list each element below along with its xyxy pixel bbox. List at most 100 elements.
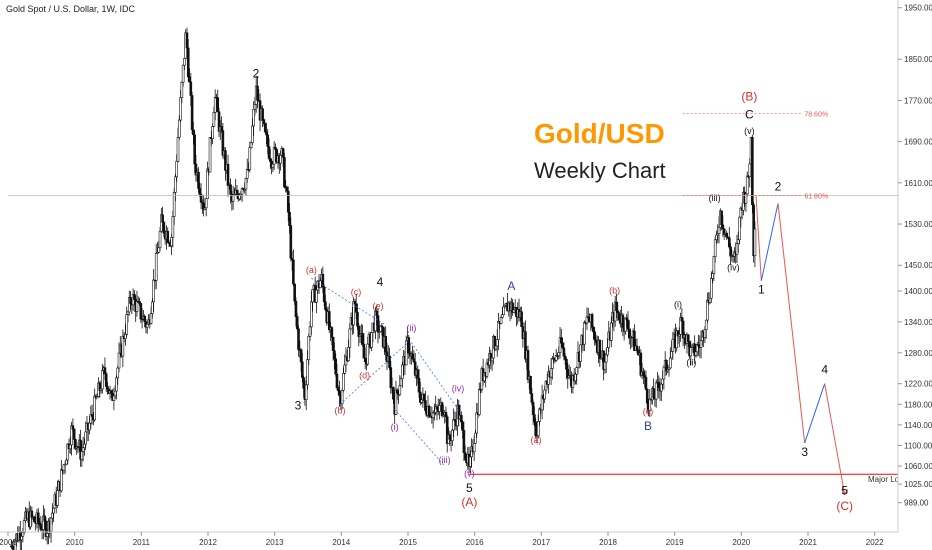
x-tick-label: 2022 (866, 538, 884, 547)
candle-body (751, 137, 754, 206)
candle-body (188, 76, 191, 83)
candle-body (206, 168, 209, 199)
candle-body (220, 126, 223, 131)
wave-label: 2 (253, 66, 260, 80)
candle-body (133, 294, 136, 300)
candle-body (424, 400, 427, 411)
candle-body (461, 421, 464, 431)
candle-body (356, 312, 359, 327)
candle-body (112, 395, 116, 401)
candle-body (604, 354, 608, 363)
candle-body (362, 343, 366, 359)
candle-body (745, 175, 749, 195)
candle-body (422, 393, 426, 401)
fib-level-label: 61.80% (804, 194, 828, 201)
candle-body (699, 340, 703, 348)
channel-line (411, 342, 459, 410)
candle-body (104, 373, 108, 387)
candle-body (62, 464, 66, 471)
candle-body (534, 421, 537, 437)
candle-body (261, 108, 264, 120)
candle-body (244, 178, 248, 190)
y-tick-label: 1140.00 (904, 421, 932, 430)
candle-body (216, 97, 220, 113)
candle-body (157, 247, 161, 253)
y-tick-label: 1060.00 (904, 462, 932, 471)
candle-body (174, 176, 177, 193)
headline-title: Gold/USD (534, 118, 665, 149)
candle-body (151, 301, 154, 314)
candle-body (661, 378, 664, 385)
candle-body (181, 64, 185, 83)
wave-label: (iii) (439, 455, 451, 465)
wave-label: (c) (351, 287, 362, 297)
candle-body (288, 211, 291, 227)
major-low-label: Major Low (868, 475, 905, 484)
candle-body (477, 388, 481, 415)
candle-body (158, 230, 162, 249)
candle-body (274, 147, 277, 150)
candle-body (80, 451, 84, 460)
candle-body (172, 192, 176, 217)
candles (10, 27, 757, 550)
wave-label: (b) (609, 286, 620, 296)
y-tick-label: 1690.00 (904, 138, 932, 147)
candle-body (438, 405, 441, 412)
candle-body (198, 188, 202, 195)
wave-label: (a) (306, 265, 317, 275)
projection-arrow (841, 489, 849, 496)
candle-body (307, 336, 311, 361)
candle-body (412, 358, 416, 363)
candle-body (190, 95, 194, 131)
candle-body (536, 421, 540, 437)
candle-body (204, 198, 208, 209)
candle-body (592, 327, 595, 333)
candle-body (295, 316, 299, 330)
candle-body (594, 339, 598, 344)
candle-body (735, 243, 739, 255)
channel-line (311, 277, 385, 325)
candle-body (644, 376, 648, 390)
wave-label: 5 (466, 481, 473, 495)
y-tick-label: 1180.00 (904, 400, 932, 409)
candle-body (660, 383, 663, 392)
candle-body (348, 328, 352, 348)
candle-body (334, 358, 337, 375)
wave-label: 4 (821, 362, 828, 376)
wave-label: (C) (836, 499, 853, 513)
y-tick-label: 1610.00 (904, 179, 932, 188)
candle-body (392, 387, 395, 400)
candle-body (117, 352, 121, 369)
candle-body (327, 311, 331, 331)
candle-body (579, 344, 582, 362)
candle-body (72, 428, 76, 440)
candle-body (610, 322, 613, 341)
candle-body (106, 386, 109, 390)
wave-label: (iii) (709, 193, 721, 203)
candle-body (294, 300, 298, 317)
candle-body (538, 408, 541, 422)
wave-label: B (644, 419, 652, 433)
projection-segment (824, 383, 846, 495)
candle-body (252, 108, 255, 127)
candle-body (427, 406, 431, 417)
candle-body (161, 214, 164, 223)
candle-body (721, 224, 725, 230)
candle-body (193, 134, 196, 165)
candle-body (213, 96, 217, 113)
candle-body (20, 535, 23, 541)
y-tick-label: 1220.00 (904, 380, 932, 389)
candle-body (680, 317, 684, 322)
candle-body (606, 347, 609, 356)
candle-body (51, 512, 54, 519)
candle-body (183, 58, 186, 66)
candle-body (460, 414, 463, 423)
candle-body (711, 273, 714, 279)
candle-body (139, 303, 143, 320)
candle-body (401, 364, 404, 380)
candle-body (370, 332, 373, 348)
candle-body (36, 512, 40, 524)
price-axis[interactable] (898, 0, 932, 550)
symbol-header: Gold Spot / U.S. Dollar, 1W, IDC (6, 4, 136, 14)
